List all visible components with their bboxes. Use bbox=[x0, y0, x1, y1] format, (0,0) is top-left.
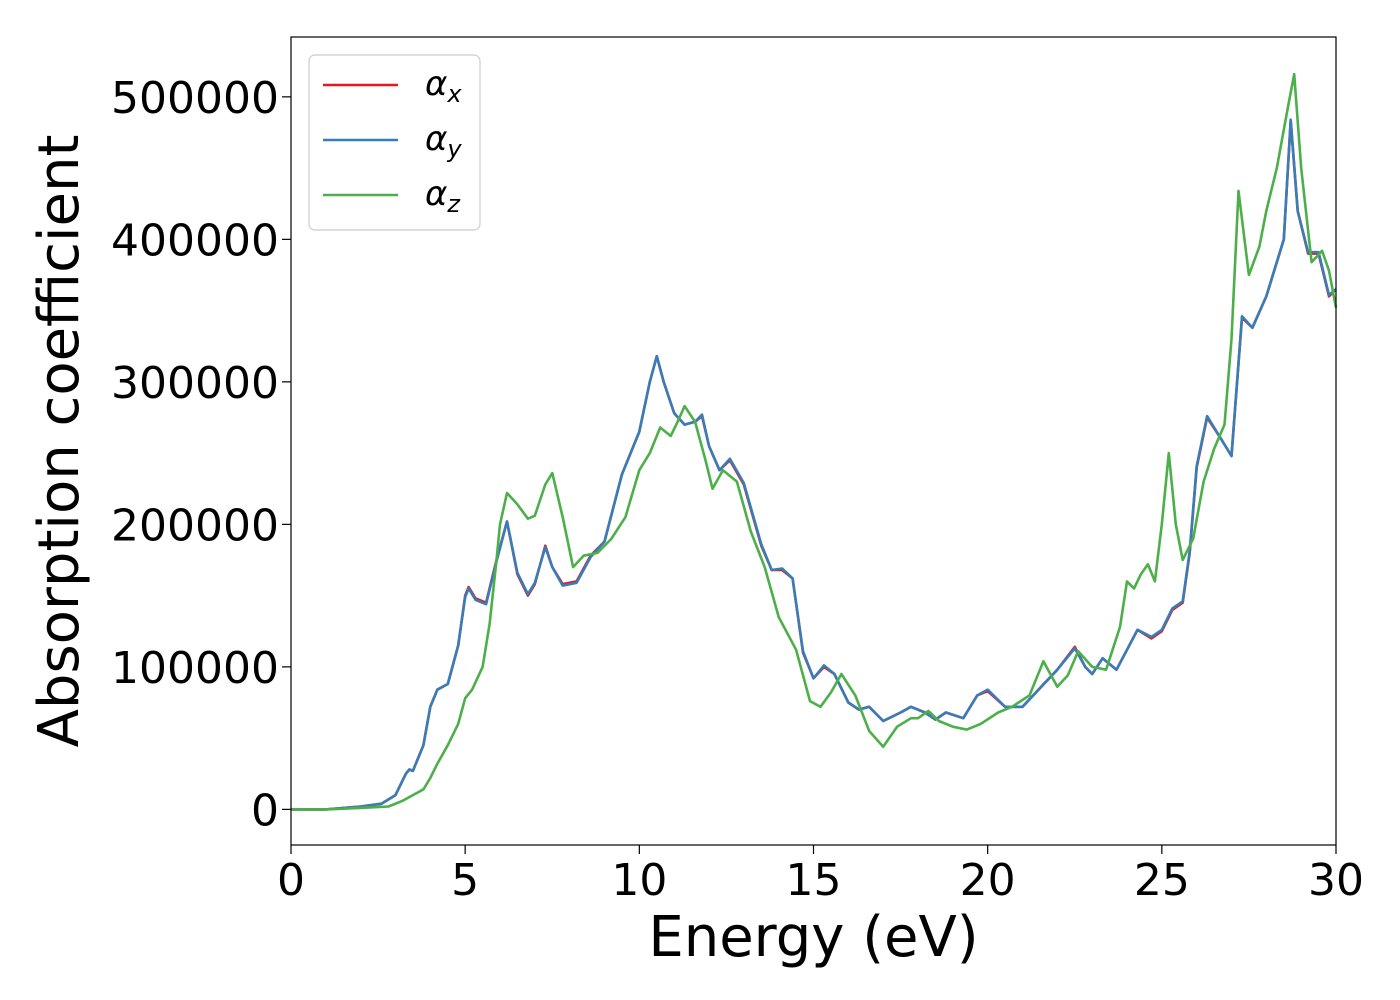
y-tick-label: 200000 bbox=[111, 500, 279, 551]
y-tick-label: 100000 bbox=[111, 643, 279, 694]
legend-label-x: αx bbox=[425, 64, 462, 108]
y-tick-label: 0 bbox=[251, 785, 279, 836]
series-layer bbox=[291, 72, 1338, 811]
y-tick-label: 300000 bbox=[111, 358, 279, 409]
y-tick-label: 400000 bbox=[111, 215, 279, 266]
y-axis-title: Absorption coefficient bbox=[27, 135, 92, 748]
legend-label-y: αy bbox=[425, 119, 462, 163]
x-axis: 0 5 10 15 20 25 30 bbox=[277, 845, 1364, 906]
x-tick-label: 30 bbox=[1308, 855, 1364, 906]
x-tick-label: 10 bbox=[611, 855, 667, 906]
legend-box bbox=[308, 54, 481, 231]
y-tick-label: 500000 bbox=[111, 73, 279, 124]
x-tick-label: 5 bbox=[451, 855, 479, 906]
legend-label-z: αz bbox=[425, 174, 461, 218]
y-axis: 0 100000 200000 300000 400000 500000 bbox=[111, 73, 291, 836]
x-axis-title: Energy (eV) bbox=[648, 905, 978, 970]
series-line-y bbox=[291, 118, 1337, 811]
x-tick-label: 15 bbox=[786, 855, 842, 906]
legend: αx αy αz bbox=[308, 54, 481, 231]
x-tick-label: 20 bbox=[960, 855, 1016, 906]
x-tick-label: 25 bbox=[1134, 855, 1190, 906]
series-line-z bbox=[291, 72, 1338, 811]
x-tick-label: 0 bbox=[277, 855, 305, 906]
